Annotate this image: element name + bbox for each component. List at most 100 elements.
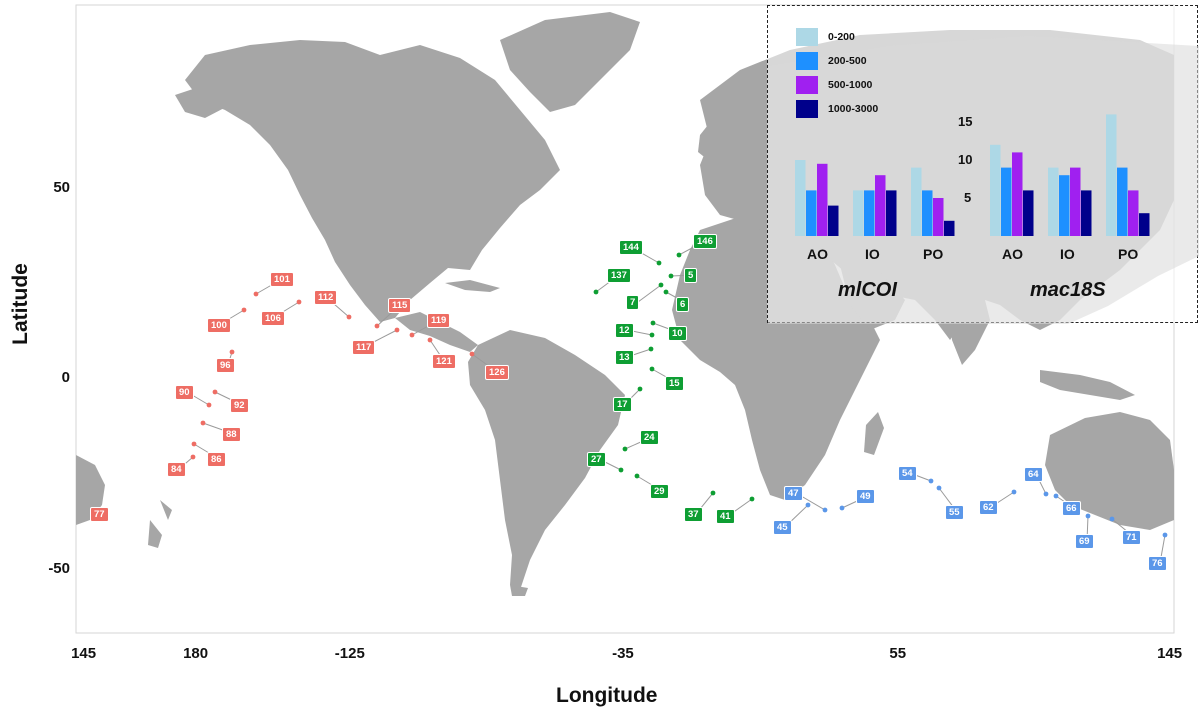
station-point — [637, 386, 643, 392]
group-label: IO — [865, 246, 880, 262]
station-label-96: 96 — [216, 358, 235, 373]
station-point — [936, 485, 942, 491]
station-label-101: 101 — [270, 272, 294, 287]
bar-mlCOI-IO-200-500 — [864, 190, 875, 236]
bar-mac18S-AO-200-500 — [1001, 167, 1012, 236]
station-point — [649, 332, 655, 338]
station-point — [190, 454, 196, 460]
station-label-86: 86 — [207, 452, 226, 467]
greenland — [500, 12, 640, 112]
station-label-29: 29 — [650, 484, 669, 499]
bar-mac18S-AO-0-200 — [990, 144, 1001, 236]
station-label-115: 115 — [388, 298, 412, 313]
station-label-92: 92 — [230, 398, 249, 413]
north-america — [185, 40, 560, 322]
station-label-49: 49 — [856, 489, 875, 504]
x-tick-label: 145 — [1157, 645, 1183, 662]
station-label-119: 119 — [427, 313, 451, 328]
station-leader-line — [637, 284, 662, 303]
bar-mlCOI-AO-500-1000 — [817, 163, 828, 236]
station-label-27: 27 — [587, 452, 606, 467]
station-point — [1043, 491, 1049, 497]
legend-swatch — [796, 76, 818, 94]
station-label-10: 10 — [668, 326, 687, 341]
station-point — [212, 389, 218, 395]
bar-mlCOI-IO-500-1000 — [875, 175, 886, 236]
station-point — [469, 351, 475, 357]
station-point — [822, 507, 828, 513]
station-point — [649, 366, 655, 372]
station-label-41: 41 — [716, 509, 735, 524]
station-point — [622, 446, 628, 452]
station-label-62: 62 — [979, 500, 998, 515]
station-point — [296, 299, 302, 305]
x-tick-label: 180 — [183, 645, 209, 662]
legend-label: 0-200 — [828, 31, 855, 43]
station-points — [93, 252, 1168, 538]
bar-mlCOI-IO-1000-3000 — [886, 190, 897, 236]
station-label-137: 137 — [607, 268, 631, 283]
bar-mac18S-IO-0-200 — [1048, 167, 1059, 236]
station-point — [191, 441, 197, 447]
station-label-17: 17 — [613, 397, 632, 412]
bar-mac18S-PO-1000-3000 — [1139, 213, 1150, 236]
station-label-146: 146 — [693, 234, 717, 249]
station-label-69: 69 — [1075, 534, 1094, 549]
x-tick-label: 55 — [889, 645, 907, 662]
alaska — [175, 85, 230, 118]
panel-label-mlCOI: mlCOI — [838, 279, 897, 301]
bar-mlCOI-PO-1000-3000 — [944, 220, 955, 236]
inset-y-tick: 10 — [958, 152, 973, 167]
station-label-54: 54 — [898, 466, 917, 481]
station-point — [656, 260, 662, 266]
group-label: IO — [1060, 246, 1075, 262]
station-point — [839, 505, 845, 511]
central-america — [395, 312, 478, 352]
station-label-121: 121 — [432, 354, 456, 369]
station-point — [668, 273, 674, 279]
station-point — [650, 320, 656, 326]
station-point — [1053, 493, 1059, 499]
panel-label-mac18S: mac18S — [1030, 279, 1106, 301]
station-label-106: 106 — [261, 311, 285, 326]
y-tick-label: 0 — [61, 369, 70, 386]
bar-mac18S-AO-1000-3000 — [1023, 190, 1034, 236]
station-point — [676, 252, 682, 258]
station-label-24: 24 — [640, 430, 659, 445]
station-label-88: 88 — [222, 427, 241, 442]
station-label-12: 12 — [615, 323, 634, 338]
y-tick-label: 50 — [53, 179, 70, 196]
bar-mlCOI-IO-0-200 — [853, 190, 864, 236]
bar-mac18S-AO-500-1000 — [1012, 152, 1023, 236]
station-point — [928, 478, 934, 484]
legend-swatch — [796, 28, 818, 46]
tierra-del-fuego — [510, 585, 528, 596]
bar-mlCOI-AO-1000-3000 — [828, 205, 839, 236]
station-label-144: 144 — [619, 240, 643, 255]
inset-bars — [768, 36, 1199, 324]
station-point — [805, 502, 811, 508]
station-label-37: 37 — [684, 507, 703, 522]
station-point — [1085, 513, 1091, 519]
station-label-90: 90 — [175, 385, 194, 400]
bar-mac18S-IO-500-1000 — [1070, 167, 1081, 236]
x-tick-label: -35 — [612, 645, 634, 662]
legend-swatch — [796, 52, 818, 70]
station-point — [374, 323, 380, 329]
x-axis-title: Longitude — [556, 684, 658, 707]
bar-mlCOI-AO-0-200 — [795, 160, 806, 236]
station-point — [749, 496, 755, 502]
station-label-66: 66 — [1062, 501, 1081, 516]
bar-mac18S-PO-0-200 — [1106, 114, 1117, 236]
station-point — [241, 307, 247, 313]
station-point — [634, 473, 640, 479]
station-label-45: 45 — [773, 520, 792, 535]
australia — [1045, 412, 1174, 530]
y-axis-title: Latitude — [8, 263, 32, 345]
station-point — [427, 337, 433, 343]
station-point — [206, 402, 212, 408]
bar-mac18S-IO-1000-3000 — [1081, 190, 1092, 236]
station-label-64: 64 — [1024, 467, 1043, 482]
group-label: AO — [807, 246, 828, 262]
station-point — [710, 490, 716, 496]
